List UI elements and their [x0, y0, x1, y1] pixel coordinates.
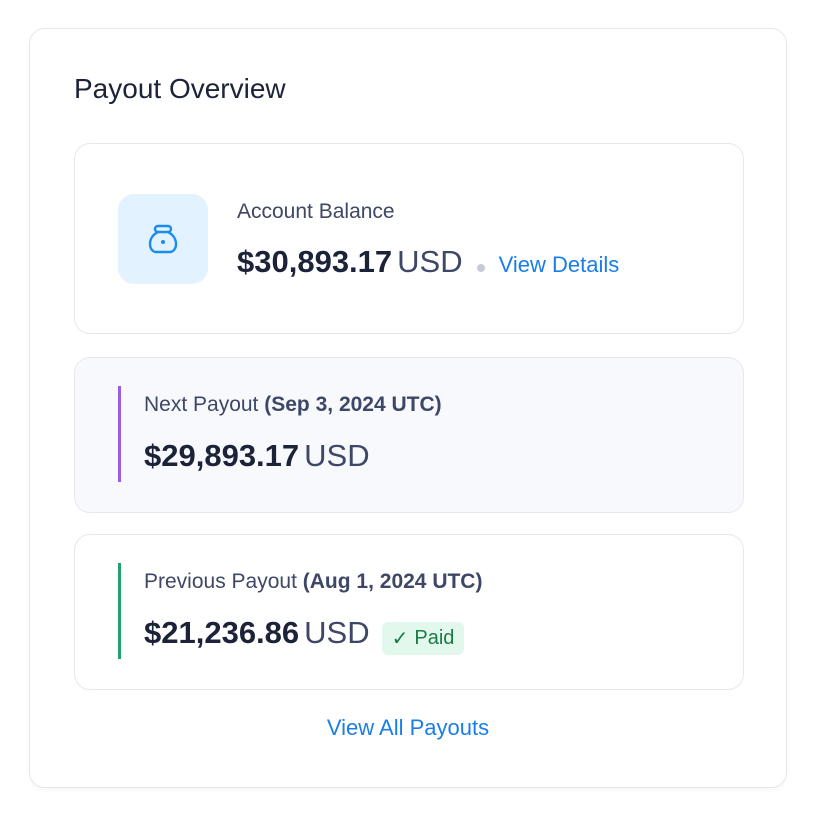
money-bag-icon: [118, 194, 208, 284]
next-payout-accent-bar: [118, 386, 121, 482]
next-payout-section: Next Payout (Sep 3, 2024 UTC) $29,893.17…: [74, 357, 744, 513]
previous-payout-label: Previous Payout (Aug 1, 2024 UTC): [144, 570, 483, 593]
previous-payout-accent-bar: [118, 563, 121, 659]
account-balance-section: Account Balance $30,893.17 USD View Detail…: [74, 143, 744, 334]
view-details-link[interactable]: View Details: [498, 252, 620, 277]
next-payout-currency: USD: [304, 438, 370, 473]
card-title: Payout Overview: [74, 73, 286, 104]
previous-payout-amount: $21,236.86: [144, 615, 300, 650]
previous-payout-currency: USD: [304, 615, 370, 650]
balance-label: Account Balance: [237, 200, 395, 223]
check-icon: ✓: [391, 628, 409, 651]
next-payout-amount: $29,893.17: [144, 438, 300, 473]
payout-overview-card: Payout Overview Account Balance $30,893.…: [29, 28, 787, 788]
view-all-payouts-link[interactable]: View All Payouts: [326, 715, 490, 740]
balance-currency: USD: [397, 244, 463, 279]
next-payout-label: Next Payout (Sep 3, 2024 UTC): [144, 393, 442, 416]
previous-payout-section: Previous Payout (Aug 1, 2024 UTC) $21,23…: [74, 534, 744, 690]
paid-status-badge: ✓ Paid: [381, 622, 465, 656]
separator-dot: [476, 263, 485, 272]
balance-amount: $30,893.17: [237, 244, 393, 279]
